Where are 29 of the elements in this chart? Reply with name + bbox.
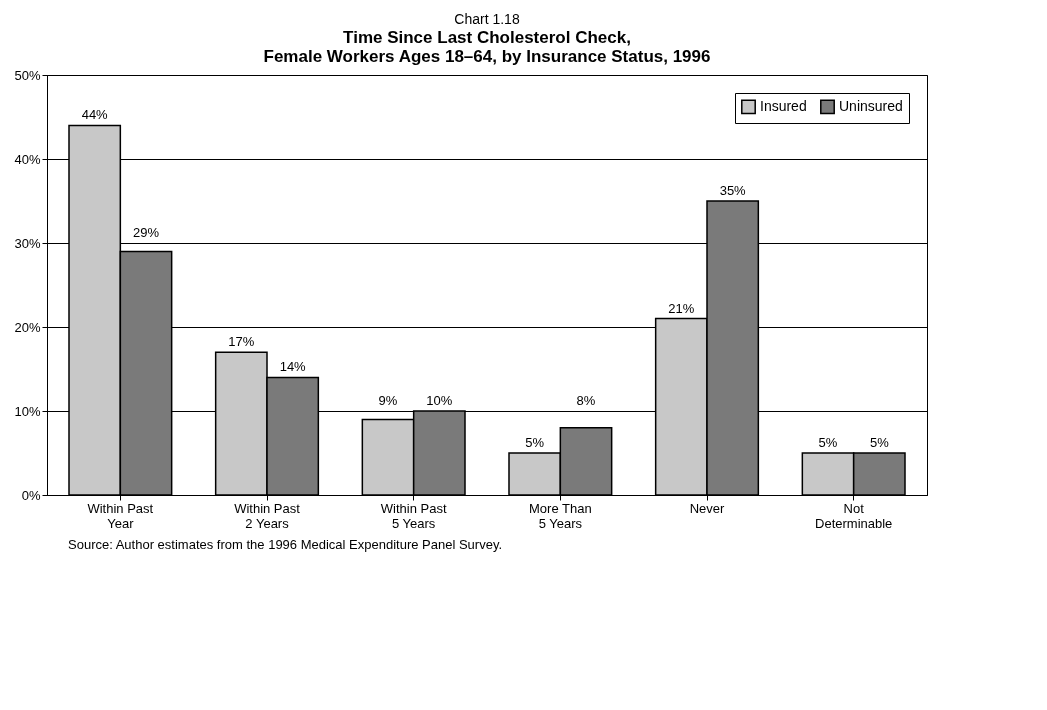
data-label: 44% bbox=[81, 107, 109, 123]
y-tick-label: 20% bbox=[14, 319, 41, 335]
x-tick-label: Never bbox=[689, 500, 725, 516]
data-label: 5% bbox=[818, 435, 838, 450]
data-label: 5% bbox=[869, 435, 890, 450]
data-label: 5% bbox=[525, 435, 545, 450]
data-label: 21% bbox=[668, 300, 695, 316]
y-tick-label: 0% bbox=[21, 487, 41, 503]
data-label: 9% bbox=[378, 393, 398, 408]
data-label: 8% bbox=[576, 393, 596, 408]
y-tick-label: 40% bbox=[14, 151, 41, 167]
y-tick-label: 10% bbox=[14, 403, 41, 419]
data-label: 35% bbox=[719, 183, 747, 198]
data-label: 29% bbox=[132, 225, 160, 240]
data-label: 17% bbox=[228, 334, 255, 350]
x-tick-label: Within Past 2 Years bbox=[234, 500, 301, 531]
y-tick-label: 30% bbox=[14, 235, 41, 251]
data-label: 14% bbox=[279, 359, 307, 375]
x-tick-label: More Than 5 Years bbox=[529, 500, 592, 531]
x-tick-label: Not Determinable bbox=[815, 500, 893, 531]
chart-title: Chart 1.18 bbox=[454, 11, 520, 27]
x-tick-label: Within Past Year bbox=[87, 500, 154, 531]
chart-subtitle: Time Since Last Cholesterol Check, Female Workers Ages 18–64, by Insurance Status, 1996 bbox=[263, 28, 711, 66]
data-label: 10% bbox=[426, 393, 453, 408]
legend-label: Uninsured bbox=[839, 97, 903, 114]
legend-label: Insured bbox=[760, 97, 807, 114]
source-note: Source: Author estimates from the 1996 Medical Expenditure Panel Survey. bbox=[68, 537, 504, 552]
y-tick-label: 50% bbox=[14, 67, 41, 83]
x-tick-label: Within Past 5 Years bbox=[380, 500, 447, 531]
